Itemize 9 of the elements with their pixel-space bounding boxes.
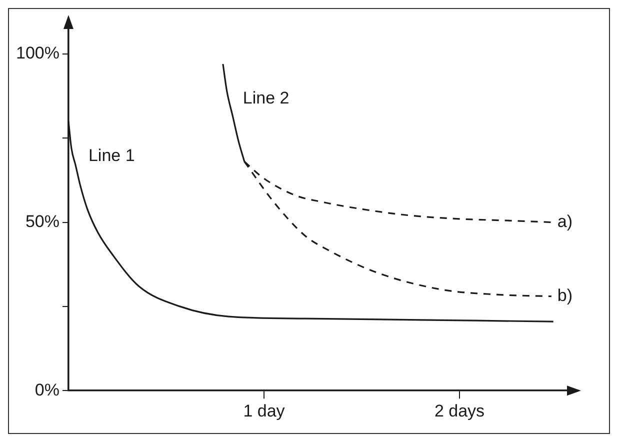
series-label: b): [557, 286, 573, 306]
y-tick-label: 100%: [16, 44, 60, 63]
x-tick-label: 1 day: [243, 401, 286, 420]
series-label: Line 2: [242, 88, 290, 108]
y-tick-label: 0%: [34, 380, 60, 400]
series-label: Line 1: [88, 146, 135, 165]
x-tick-label: 2 days: [434, 401, 485, 420]
y-tick-label: 50%: [25, 212, 60, 231]
series-label: a): [557, 212, 573, 231]
